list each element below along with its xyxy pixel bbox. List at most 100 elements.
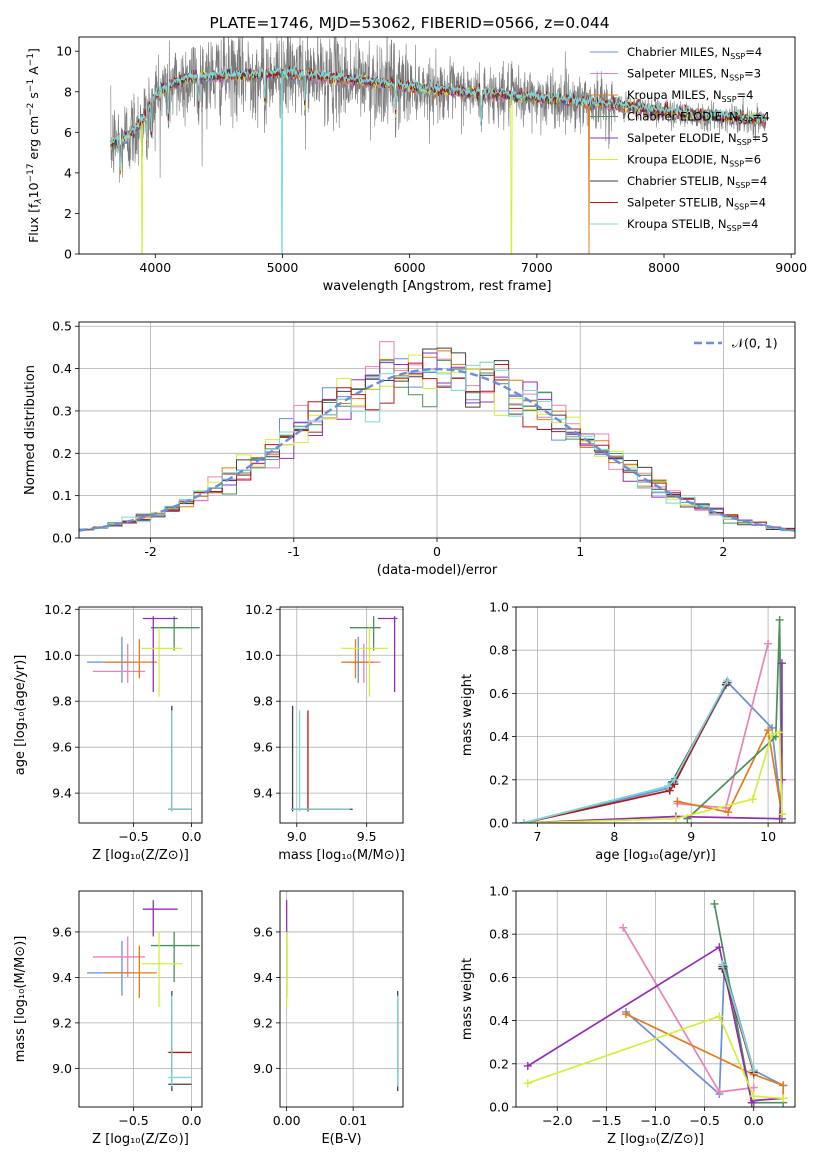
x-tick-label: 4000 (139, 260, 171, 275)
errorbar-salpeter-miles (92, 643, 146, 683)
weight-series-kroupa-elodie (523, 1012, 788, 1103)
legend-entry-label: Chabrier STELIB, N (627, 174, 735, 188)
errorbar-kroupa-elodie (141, 931, 183, 1007)
y-axis-label-part: ] (26, 48, 41, 53)
marks-age_vs_Z (87, 616, 200, 812)
y-tick-label: 9.8 (253, 694, 273, 709)
legend-entry-suffix: =6 (744, 153, 761, 167)
weight-point (715, 1087, 724, 1096)
legend-entry-sub: SSP (730, 52, 745, 61)
legend-entry-sub: SSP (738, 117, 753, 126)
frame-mass_vs_Z: −0.5 0.0 9.0 9.2 9.4 9.6 Z [log₁₀(Z/Z⊙)] mass [… (13, 890, 203, 1147)
x-tick-label: 7000 (521, 260, 553, 275)
marks-residuals (79, 341, 795, 532)
legend-entry-suffix: =5 (752, 131, 769, 145)
weight-point (710, 899, 719, 908)
weight-point (671, 814, 680, 823)
y-tick-label: 6 (64, 125, 72, 140)
errorbar-kroupa-stelib (291, 710, 350, 812)
x-axis-label: Z [log₁₀(Z/Z⊙)] (607, 1132, 704, 1147)
y-tick-label: 9.8 (52, 694, 72, 709)
x-axis-label: wavelength [Angstrom, rest frame] (323, 279, 552, 294)
residual-histogram-kroupa-stelib (79, 361, 795, 532)
axes-frame (279, 606, 404, 824)
axes-weight_vs_Z: −2.0 −1.5 −1.0 −0.5 0.0 0.0 0.2 0.4 0.6 0.8 1.0 Z [… (460, 884, 796, 1147)
weight-point (775, 814, 784, 823)
weight-point (622, 1010, 631, 1019)
y-tick-label: 0.4 (489, 729, 509, 744)
errorbar-salpeter-miles (92, 936, 146, 978)
y-tick-label: 9.6 (52, 924, 72, 939)
legend-entry: Salpeter MILES, NSSP=3 (627, 67, 761, 83)
weight-point (519, 819, 528, 823)
grid-age_vs_Z (79, 607, 202, 823)
weight-line (527, 1015, 784, 1100)
marks-spectrum (110, 37, 766, 254)
residual-histogram-salpeter-stelib (79, 362, 795, 531)
y-axis-label-part: A (26, 66, 41, 79)
weight-line (523, 679, 729, 823)
x-axis-label: (data-model)/error (377, 563, 498, 578)
marks-mass_vs_ebv (285, 900, 399, 1092)
normal-distribution-curve (79, 367, 795, 532)
weight-series-salpeter-miles (619, 923, 758, 1096)
y-tick-label: 0.1 (52, 488, 72, 503)
weight-point (619, 923, 628, 932)
y-axis-label-part: Flux [f (26, 203, 41, 243)
y-tick-label: 10.2 (44, 602, 72, 617)
weight-point (749, 1066, 758, 1075)
weight-point (749, 1092, 758, 1101)
legend-entry: Kroupa ELODIE, NSSP=6 (627, 153, 761, 169)
x-axis-label: age [log₁₀(age/yr)] (595, 848, 716, 863)
x-tick-label: -2 (144, 544, 156, 559)
legend-entry-label: Kroupa STELIB, N (627, 217, 727, 231)
weight-point (777, 659, 786, 668)
weight-line (523, 731, 783, 823)
legend-entry-suffix: =4 (749, 196, 766, 210)
axes-frame (78, 606, 203, 824)
axes-frame (78, 36, 796, 255)
y-tick-label: 0.3 (52, 403, 72, 418)
x-tick-label: 9.0 (287, 829, 307, 844)
axes-residuals: -2 -1 0 1 2 0.0 0.1 0.2 0.3 0.4 0.5 (data-model)/er… (23, 319, 796, 578)
y-tick-label: 9.4 (52, 786, 72, 801)
weight-point (777, 775, 786, 784)
weight-point (718, 960, 727, 969)
x-tick-label: -1 (288, 544, 300, 559)
x-tick-label: −1.0 (640, 1113, 670, 1128)
legend-entry: 𝒩(0, 1) (732, 336, 778, 351)
weight-point (777, 810, 786, 819)
weight-line (677, 727, 783, 815)
y-tick-label: 9.0 (52, 1061, 72, 1076)
x-tick-label: 10 (760, 829, 776, 844)
axes-weight_vs_age: 7 8 9 10 0.0 0.2 0.4 0.6 0.8 1.0 age [log₁₀(age/yr… (460, 600, 796, 863)
legend-entry: Kroupa MILES, NSSP=4 (627, 88, 753, 104)
y-axis-label-part: −17 (26, 163, 36, 182)
y-tick-label: 9.2 (52, 1015, 72, 1030)
axes-frame (279, 890, 404, 1108)
errorbar-kroupa-elodie (341, 627, 388, 697)
weight-point (715, 943, 724, 952)
x-tick-label: 0.00 (273, 1113, 301, 1128)
y-tick-label: 9.4 (253, 786, 273, 801)
marks-age_vs_mass (291, 616, 398, 812)
legend-entry-label: Kroupa ELODIE, N (627, 153, 729, 167)
weight-point (748, 795, 757, 804)
weight-point (779, 1081, 788, 1090)
legend-entry-label: Kroupa MILES, N (627, 88, 722, 102)
legend-entry-sub: SSP (734, 203, 749, 212)
y-tick-label: 9.4 (52, 970, 72, 985)
y-axis-label: mass weight (460, 674, 475, 756)
legend-entry: Chabrier ELODIE, NSSP=4 (627, 110, 770, 126)
legend-entry-sub: SSP (729, 74, 744, 83)
weight-series-kroupa-stelib (718, 960, 758, 1075)
errorbar-salpeter-elodie (142, 900, 178, 937)
weight-point (764, 726, 773, 735)
y-tick-label: 10.2 (245, 602, 273, 617)
weight-point (664, 782, 673, 791)
weight-line (625, 1013, 785, 1099)
errorbar-kroupa-miles (341, 639, 374, 679)
legend-entry-sub: SSP (729, 160, 744, 169)
weight-point (764, 639, 773, 648)
